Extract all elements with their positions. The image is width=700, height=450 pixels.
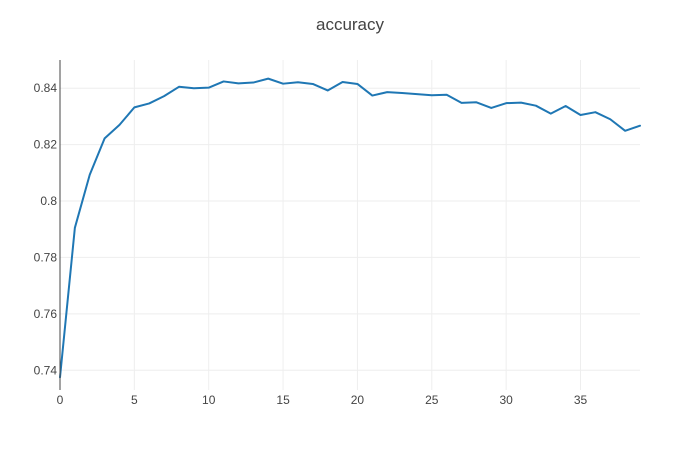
x-tick-label: 0 <box>57 393 64 407</box>
series-line <box>59 77 641 379</box>
series-layer <box>59 77 641 379</box>
x-tick-label: 15 <box>276 393 290 407</box>
y-tick-label: 0.84 <box>34 81 58 95</box>
x-tick-label: 5 <box>131 393 138 407</box>
x-tick-label: 10 <box>202 393 216 407</box>
grid <box>60 60 640 390</box>
y-tick-label: 0.82 <box>34 138 58 152</box>
y-tick-label: 0.76 <box>34 307 58 321</box>
x-tick-label: 20 <box>351 393 365 407</box>
x-tick-label: 35 <box>574 393 588 407</box>
x-tick-label: 25 <box>425 393 439 407</box>
axes: 0 5 10 15 20 25 30 35 0.74 0.76 0.78 0.8 0.82 0.84 <box>34 60 588 407</box>
y-tick-label: 0.74 <box>34 363 58 377</box>
y-tick-label: 0.8 <box>40 194 57 208</box>
chart-title: accuracy <box>316 15 385 34</box>
x-tick-label: 30 <box>499 393 513 407</box>
y-tick-label: 0.78 <box>34 250 58 264</box>
